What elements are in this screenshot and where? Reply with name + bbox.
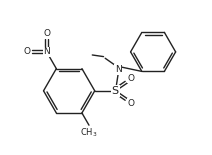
Text: CH$_3$: CH$_3$ bbox=[80, 127, 98, 139]
Text: O: O bbox=[43, 29, 50, 38]
Text: N: N bbox=[43, 47, 50, 56]
Text: N: N bbox=[115, 65, 122, 74]
Text: O: O bbox=[127, 99, 134, 108]
Text: O: O bbox=[127, 74, 134, 83]
Text: S: S bbox=[112, 86, 119, 96]
Text: O: O bbox=[24, 47, 31, 56]
